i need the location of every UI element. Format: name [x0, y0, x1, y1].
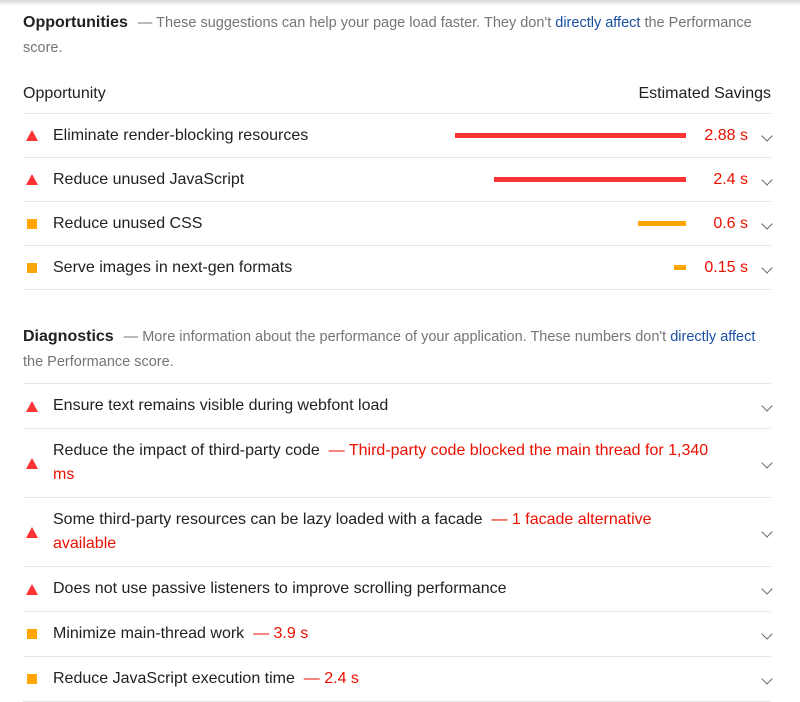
diagnostic-row[interactable]: Reduce JavaScript execution time — 2.4 s — [23, 657, 773, 702]
fail-triangle-icon — [23, 130, 53, 141]
average-square-icon — [23, 629, 53, 639]
average-square-icon — [23, 218, 53, 229]
column-opportunity: Opportunity — [23, 85, 106, 102]
average-square-icon — [23, 262, 53, 273]
directly-affect-link[interactable]: directly affect — [670, 329, 756, 345]
chevron-down-icon[interactable] — [761, 583, 773, 595]
savings-value: 0.6 s — [713, 214, 748, 232]
fail-triangle-icon — [23, 400, 53, 412]
section-description-end: the Performance score. — [23, 15, 752, 56]
opportunity-title: Reduce unused CSS — [53, 214, 203, 232]
section-description: — These suggestions can help your page l… — [137, 15, 556, 31]
opportunity-title: Serve images in next-gen formats — [53, 258, 293, 276]
chevron-down-icon[interactable] — [761, 457, 773, 469]
column-estimated-savings: Estimated Savings — [638, 85, 771, 102]
directly-affect-link[interactable]: directly affect — [555, 15, 641, 31]
diagnostic-text: Minimize main-thread work — 3.9 s — [53, 622, 713, 646]
top-edge — [0, 0, 800, 6]
chevron-down-icon[interactable] — [761, 526, 773, 538]
diagnostic-title: Reduce the impact of third-party code — [53, 442, 320, 459]
section-description-end: the Performance score. — [23, 354, 174, 370]
diagnostic-text: Reduce JavaScript execution time — 2.4 s — [53, 667, 713, 691]
savings-value: 2.88 s — [704, 126, 748, 144]
diagnostic-title: Does not use passive listeners to improv… — [53, 580, 507, 597]
section-description: — More information about the performance… — [123, 329, 671, 345]
column-headers: Opportunity Estimated Savings — [23, 75, 771, 114]
diagnostics-section: Diagnostics — More information about the … — [23, 324, 773, 702]
fail-triangle-icon — [23, 526, 53, 538]
opportunity-row[interactable]: Eliminate render-blocking resources 2.88 … — [23, 114, 773, 158]
diagnostic-title: Ensure text remains visible during webfo… — [53, 397, 389, 414]
diagnostic-detail: — 1 facade alternative available — [53, 511, 652, 552]
diagnostic-row[interactable]: Does not use passive listeners to improv… — [23, 567, 773, 612]
opportunity-row[interactable]: Serve images in next-gen formats 0.15 s — [23, 246, 773, 290]
savings-value: 0.15 s — [704, 258, 748, 276]
average-square-icon — [23, 674, 53, 684]
opportunity-row[interactable]: Reduce unused CSS 0.6 s — [23, 202, 773, 246]
section-title: Diagnostics — [23, 328, 114, 345]
chevron-down-icon[interactable] — [761, 400, 773, 412]
diagnostic-row[interactable]: Minimize main-thread work — 3.9 s — [23, 612, 773, 657]
diagnostic-title: Some third-party resources can be lazy l… — [53, 511, 483, 528]
savings-bar — [637, 221, 686, 226]
diagnostic-text: Reduce the impact of third-party code — … — [53, 439, 713, 487]
fail-triangle-icon — [23, 457, 53, 469]
diagnostic-title: Reduce JavaScript execution time — [53, 670, 295, 687]
opportunities-header: Opportunities — These suggestions can hel… — [23, 10, 771, 61]
opportunity-title: Reduce unused JavaScript — [53, 170, 245, 188]
diagnostics-header: Diagnostics — More information about the … — [23, 324, 771, 375]
fail-triangle-icon — [23, 583, 53, 595]
fail-triangle-icon — [23, 174, 53, 185]
diagnostic-detail: — 3.9 s — [253, 625, 309, 642]
savings-bar — [493, 177, 686, 182]
diagnostic-detail: — 2.4 s — [303, 670, 359, 687]
savings-value: 2.4 s — [713, 170, 748, 188]
opportunity-title: Eliminate render-blocking resources — [53, 126, 309, 144]
chevron-down-icon[interactable] — [761, 673, 773, 685]
diagnostic-title: Minimize main-thread work — [53, 625, 245, 642]
chevron-down-icon[interactable] — [761, 628, 773, 640]
diagnostic-detail: — Third-party code blocked the main thre… — [53, 442, 709, 483]
savings-bar — [673, 265, 686, 270]
diagnostic-text: Some third-party resources can be lazy l… — [53, 508, 713, 556]
section-title: Opportunities — [23, 14, 128, 31]
diagnostic-row[interactable]: Some third-party resources can be lazy l… — [23, 498, 773, 567]
diagnostic-row[interactable]: Ensure text remains visible during webfo… — [23, 384, 773, 429]
opportunities-section: Opportunities — These suggestions can hel… — [23, 10, 773, 290]
savings-bar — [455, 133, 686, 138]
diagnostic-text: Ensure text remains visible during webfo… — [53, 394, 713, 418]
diagnostic-text: Does not use passive listeners to improv… — [53, 577, 713, 601]
opportunity-row[interactable]: Reduce unused JavaScript 2.4 s — [23, 158, 773, 202]
diagnostic-row[interactable]: Reduce the impact of third-party code — … — [23, 429, 773, 498]
